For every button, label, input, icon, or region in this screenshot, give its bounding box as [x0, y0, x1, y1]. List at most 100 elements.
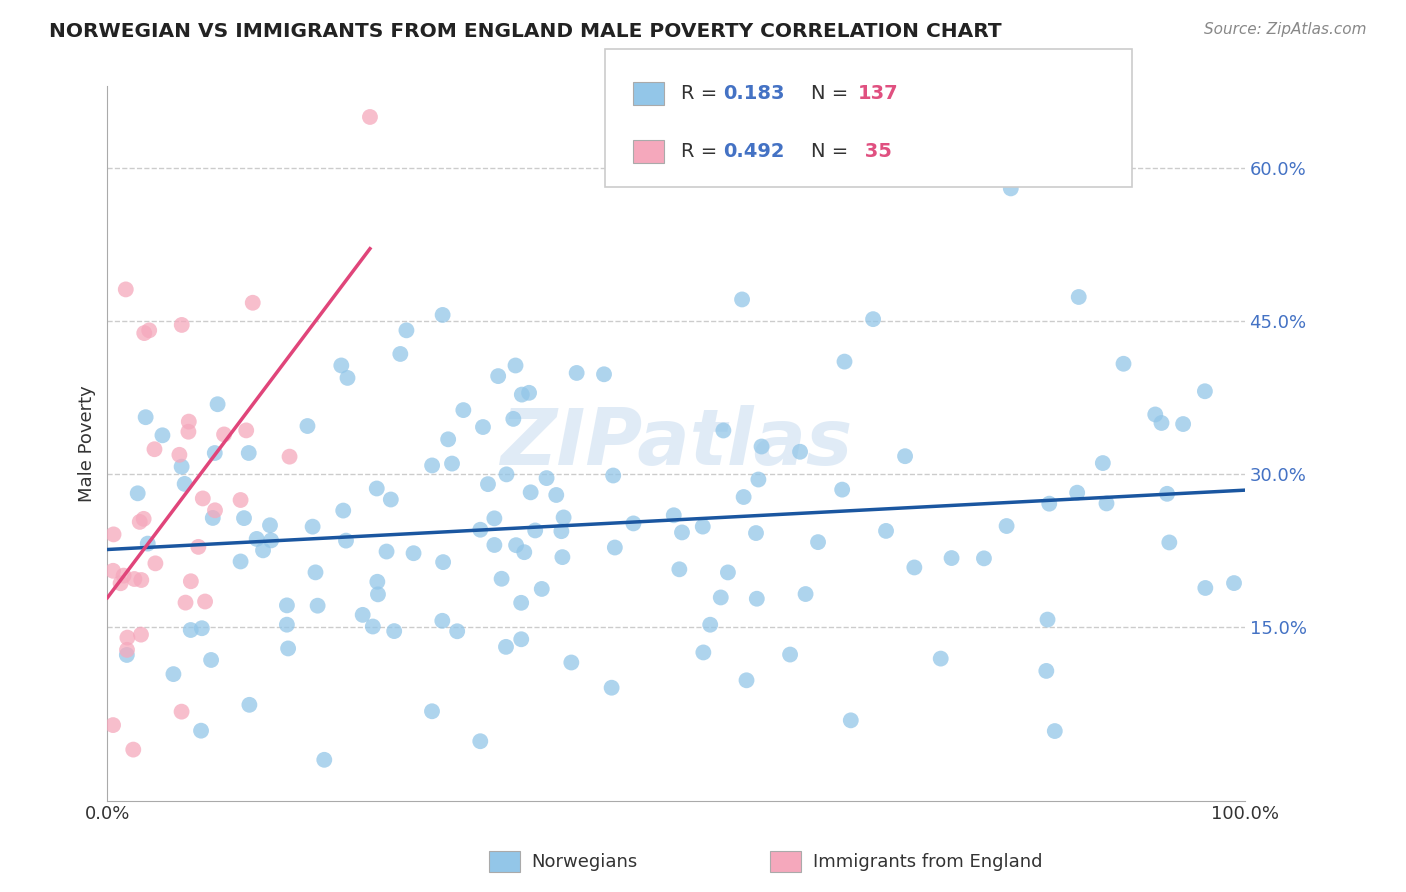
Point — [432, 308, 454, 322]
Point — [304, 566, 326, 580]
Text: N =: N = — [811, 142, 855, 161]
Text: 35: 35 — [858, 142, 891, 161]
Point — [536, 471, 558, 485]
Point — [513, 545, 536, 559]
Point — [101, 718, 124, 732]
Point — [204, 503, 226, 517]
Point — [367, 587, 389, 601]
Point — [1038, 497, 1060, 511]
Point — [335, 533, 357, 548]
Point — [603, 541, 626, 555]
Point — [995, 519, 1018, 533]
Point — [129, 573, 152, 587]
Point — [839, 714, 862, 728]
Point — [336, 371, 359, 385]
Point — [1171, 417, 1194, 431]
Point — [169, 448, 191, 462]
Text: 0.183: 0.183 — [723, 84, 785, 103]
Point — [402, 546, 425, 560]
Point — [132, 512, 155, 526]
Point — [200, 653, 222, 667]
Point — [502, 412, 524, 426]
Point — [692, 519, 714, 533]
Point — [472, 420, 495, 434]
Point — [831, 483, 853, 497]
Point — [135, 410, 157, 425]
Point — [470, 523, 492, 537]
Point — [1194, 384, 1216, 399]
Point — [110, 576, 132, 591]
Point — [134, 326, 156, 340]
Point — [395, 323, 418, 337]
Point — [453, 403, 475, 417]
Point — [713, 424, 735, 438]
Point — [484, 511, 506, 525]
Point — [229, 493, 252, 508]
Point — [187, 540, 209, 554]
Point — [1159, 535, 1181, 549]
Point — [747, 473, 769, 487]
Point — [1066, 485, 1088, 500]
Point — [180, 574, 202, 589]
Point — [745, 591, 768, 606]
Point — [789, 444, 811, 458]
Point — [432, 555, 454, 569]
Point — [1095, 496, 1118, 510]
Point — [834, 354, 856, 368]
Point — [177, 425, 200, 439]
Point — [235, 424, 257, 438]
Point — [170, 318, 193, 332]
Point — [745, 526, 768, 541]
Point — [389, 347, 412, 361]
Text: 137: 137 — [858, 84, 898, 103]
Point — [779, 648, 801, 662]
Point — [127, 486, 149, 500]
Point — [941, 551, 963, 566]
Point — [1067, 290, 1090, 304]
Point — [519, 485, 541, 500]
Point — [246, 532, 269, 546]
Text: R =: R = — [681, 142, 723, 161]
Point — [491, 572, 513, 586]
Point — [1000, 181, 1022, 195]
Point — [233, 511, 256, 525]
Text: N =: N = — [811, 84, 855, 103]
Point — [862, 312, 884, 326]
Point — [530, 582, 553, 596]
Text: 0.492: 0.492 — [723, 142, 785, 161]
Point — [260, 533, 283, 548]
Point — [432, 614, 454, 628]
Point — [101, 564, 124, 578]
Point — [671, 525, 693, 540]
Point — [560, 656, 582, 670]
Point — [229, 554, 252, 568]
Point — [174, 596, 197, 610]
Point — [495, 467, 517, 482]
Point — [600, 681, 623, 695]
Point — [717, 566, 740, 580]
Point — [1194, 581, 1216, 595]
Point — [903, 560, 925, 574]
Point — [1036, 613, 1059, 627]
Point — [180, 623, 202, 637]
Point — [470, 734, 492, 748]
Text: ZIPatlas: ZIPatlas — [501, 406, 852, 482]
Point — [710, 591, 733, 605]
Point — [124, 572, 146, 586]
Point — [277, 641, 299, 656]
Point — [553, 510, 575, 524]
Point — [484, 538, 506, 552]
Point — [162, 667, 184, 681]
Point — [170, 459, 193, 474]
Point — [314, 753, 336, 767]
Point — [204, 446, 226, 460]
Point — [440, 457, 463, 471]
Point — [276, 617, 298, 632]
Point — [112, 568, 135, 582]
Point — [380, 492, 402, 507]
Point — [207, 397, 229, 411]
Point — [602, 468, 624, 483]
Point — [505, 538, 527, 552]
Point — [1035, 664, 1057, 678]
Point — [551, 550, 574, 565]
